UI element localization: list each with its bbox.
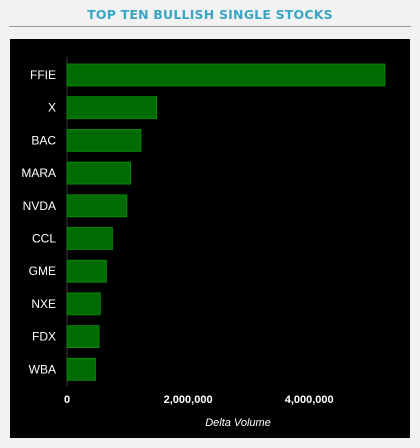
chart-panel: FFIE X BAC MARA NVDA CCL GME NXE FDX WBA 0 2,000,0… — [10, 39, 410, 438]
bar-fdx — [66, 325, 100, 349]
x-tick-label: 4,000,000 — [285, 394, 334, 406]
category-label-fdx: FDX — [32, 330, 56, 344]
category-label-bac: BAC — [31, 133, 56, 147]
bar-wba — [66, 357, 96, 381]
x-axis-title: Delta Volume — [205, 417, 271, 429]
bars-group — [66, 63, 386, 381]
category-label-ffie: FFIE — [30, 68, 56, 82]
category-label-wba: WBA — [29, 362, 56, 376]
bar-bac — [66, 129, 142, 152]
category-label-ccl: CCL — [32, 232, 56, 246]
category-labels: FFIE X BAC MARA NVDA CCL GME NXE FDX WBA — [21, 68, 56, 376]
category-label-x: X — [48, 101, 56, 115]
bar-chart: FFIE X BAC MARA NVDA CCL GME NXE FDX WBA 0 2,000,0… — [21, 57, 386, 429]
bar-x — [66, 96, 157, 120]
chart-title: TOP TEN BULLISH SINGLE STOCKS — [87, 7, 333, 22]
bar-ccl — [66, 227, 113, 250]
x-axis-ticks: 0 2,000,000 4,000,000 — [64, 394, 334, 406]
bar-gme — [66, 259, 107, 283]
category-label-nxe: NXE — [31, 297, 56, 311]
category-label-gme: GME — [29, 264, 56, 278]
category-label-nvda: NVDA — [23, 199, 56, 213]
bar-mara — [66, 161, 131, 185]
bar-nvda — [66, 194, 128, 218]
category-label-mara: MARA — [21, 166, 56, 180]
title-divider — [9, 26, 411, 27]
x-tick-label: 0 — [64, 394, 70, 406]
bar-nxe — [66, 292, 101, 316]
bar-ffie — [66, 63, 386, 87]
x-tick-label: 2,000,000 — [164, 394, 213, 406]
